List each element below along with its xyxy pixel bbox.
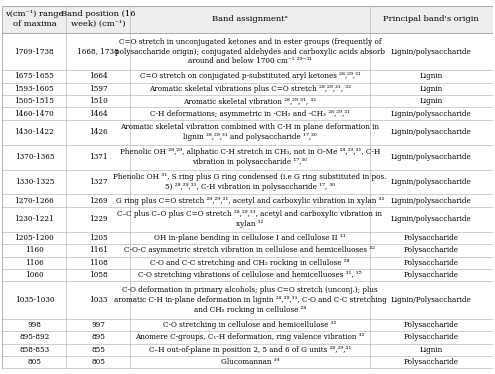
Text: 1327: 1327	[89, 178, 107, 186]
Text: v(cm⁻¹) range
of maxima: v(cm⁻¹) range of maxima	[5, 10, 63, 28]
Text: C=O stretch on conjugated p-substituted aryl ketones ²⁸,²⁹,³¹: C=O stretch on conjugated p-substituted …	[140, 73, 360, 80]
Text: C-O-C asymmetric stretch vibration in cellulose and hemicelluoses ³²: C-O-C asymmetric stretch vibration in ce…	[124, 246, 375, 254]
Text: Polysaccharide: Polysaccharide	[404, 271, 459, 279]
Text: 1664: 1664	[89, 73, 107, 80]
Text: 858-853: 858-853	[19, 346, 50, 354]
Text: 1058: 1058	[89, 271, 107, 279]
Text: C-H deformations; asymmetric in -CH₂ and -CH₃ ²⁸,²⁹,³¹: C-H deformations; asymmetric in -CH₂ and…	[150, 110, 350, 118]
Text: Glucomannan ³⁴: Glucomannan ³⁴	[221, 358, 279, 366]
Text: Lignin/polysaccharide: Lignin/polysaccharide	[391, 128, 472, 137]
Text: 1505-1515: 1505-1515	[14, 97, 54, 105]
Text: 1330-1325: 1330-1325	[15, 178, 54, 186]
Text: 1229: 1229	[89, 215, 107, 223]
Text: 1205-1200: 1205-1200	[14, 234, 54, 242]
Text: 1460-1470: 1460-1470	[14, 110, 54, 118]
Text: 1160: 1160	[25, 246, 44, 254]
Text: 805: 805	[91, 358, 105, 366]
Text: 1161: 1161	[89, 246, 107, 254]
Text: Principal band's origin: Principal band's origin	[384, 15, 479, 23]
Text: 1430-1422: 1430-1422	[14, 128, 54, 137]
Text: 1106: 1106	[25, 259, 44, 267]
Text: Lignin: Lignin	[420, 97, 443, 105]
Text: Polysaccharide: Polysaccharide	[404, 246, 459, 254]
Text: 1675-1655: 1675-1655	[14, 73, 54, 80]
Text: Lignin: Lignin	[420, 85, 443, 93]
Text: Lignin/polysaccharide: Lignin/polysaccharide	[391, 110, 472, 118]
Text: 1269: 1269	[89, 197, 107, 205]
Text: Anomere C-groups, C₁-H deformation, ring valence vibration ³²: Anomere C-groups, C₁-H deformation, ring…	[135, 333, 365, 341]
Text: 1510: 1510	[89, 97, 107, 105]
Text: 1270-1266: 1270-1266	[14, 197, 54, 205]
Text: Phenolic OH ³¹, S ring plus G ring condensed (i.e G ring substituted in pos.
5) : Phenolic OH ³¹, S ring plus G ring conde…	[113, 173, 387, 191]
Text: Band position (16
week) (cm⁻¹): Band position (16 week) (cm⁻¹)	[61, 10, 135, 28]
Text: Phenolic OH ²⁸,²⁹, aliphatic C-H stretch in CH₃, not in O-Me ²⁸,²⁹,³¹, C-H
vibra: Phenolic OH ²⁸,²⁹, aliphatic C-H stretch…	[120, 148, 380, 166]
Text: 1668, 1738: 1668, 1738	[77, 47, 119, 56]
Text: C-O stretching vibrations of cellulose and hemicelluoses ³¹, ³⁵: C-O stretching vibrations of cellulose a…	[138, 271, 362, 279]
Text: 895: 895	[91, 333, 105, 341]
Text: 895-892: 895-892	[19, 333, 50, 341]
Text: OH in-plane bending in cellulose I and cellulose II ³¹: OH in-plane bending in cellulose I and c…	[154, 234, 346, 242]
Text: 1035-1030: 1035-1030	[14, 296, 54, 304]
Text: Lignin/polysaccharide: Lignin/polysaccharide	[391, 153, 472, 161]
Text: G ring plus C=O stretch ²⁸,²⁹,³¹, acetyl and carboxylic vibration in xylan ³²: G ring plus C=O stretch ²⁸,²⁹,³¹, acetyl…	[116, 197, 384, 205]
Text: 1370-1365: 1370-1365	[14, 153, 54, 161]
Text: 1593-1605: 1593-1605	[14, 85, 54, 93]
Text: 1371: 1371	[89, 153, 107, 161]
Text: C=O stretch in unconjugated ketones and in ester groups (frequently of
polysacch: C=O stretch in unconjugated ketones and …	[115, 38, 385, 65]
Text: 1205: 1205	[89, 234, 107, 242]
Text: Aromatic skeletal vibration combined with C-H in plane deformation in
lignin ²⁸,: Aromatic skeletal vibration combined wit…	[120, 123, 380, 141]
Text: 998: 998	[27, 321, 41, 329]
Text: Lignin/polysaccharide: Lignin/polysaccharide	[391, 178, 472, 186]
Text: 1108: 1108	[89, 259, 107, 267]
Text: 1597: 1597	[89, 85, 107, 93]
Text: Lignin: Lignin	[420, 346, 443, 354]
Text: 997: 997	[91, 321, 105, 329]
Text: C–C plus C–O plus C=O stretch ²⁸,²⁹,³¹, acetyl and carboxylic vibration in
xylan: C–C plus C–O plus C=O stretch ²⁸,²⁹,³¹, …	[117, 211, 383, 228]
Text: Polysaccharide: Polysaccharide	[404, 259, 459, 267]
Text: 1060: 1060	[25, 271, 44, 279]
Text: Lignin/polysaccharide: Lignin/polysaccharide	[391, 47, 472, 56]
Text: Polysaccharide: Polysaccharide	[404, 333, 459, 341]
Text: C-O stretching in cellulose and hemicellulose ³²: C-O stretching in cellulose and hemicell…	[163, 321, 337, 329]
Text: Polysaccharide: Polysaccharide	[404, 321, 459, 329]
Text: 1709-1738: 1709-1738	[14, 47, 54, 56]
Text: Lignin/polysaccharide: Lignin/polysaccharide	[391, 197, 472, 205]
Text: 855: 855	[91, 346, 105, 354]
Text: Lignin/Polysaccharide: Lignin/Polysaccharide	[391, 296, 472, 304]
Text: Lignin: Lignin	[420, 73, 443, 80]
Text: 1426: 1426	[89, 128, 107, 137]
Text: Lignin/polysaccharide: Lignin/polysaccharide	[391, 215, 472, 223]
Text: C-O deformation in primary alcohols; plus C=O stretch (unconj.); plus
aromatic C: C-O deformation in primary alcohols; plu…	[113, 286, 387, 314]
Text: Aromatic skeletal vibrations plus C=O stretch ²⁸,²⁹,³¹, ³²: Aromatic skeletal vibrations plus C=O st…	[149, 85, 351, 93]
Text: Band assignmentᵃ: Band assignmentᵃ	[212, 15, 288, 23]
Text: 1464: 1464	[89, 110, 107, 118]
Text: Polysaccharide: Polysaccharide	[404, 358, 459, 366]
Text: 1230-1221: 1230-1221	[14, 215, 54, 223]
Text: Polysaccharide: Polysaccharide	[404, 234, 459, 242]
Text: Aromatic skeletal vibration ²⁸,²⁹,³¹, ³²: Aromatic skeletal vibration ²⁸,²⁹,³¹, ³²	[183, 97, 316, 105]
Text: C-O and C-C stretching and CH₂ rocking in cellulose ²⁸: C-O and C-C stretching and CH₂ rocking i…	[150, 259, 349, 267]
Text: C–H out-of-plane in position 2, 5 and 6 of G units ²⁸,²⁹,³¹: C–H out-of-plane in position 2, 5 and 6 …	[149, 346, 351, 354]
Bar	[2, 6, 493, 33]
Text: 1033: 1033	[89, 296, 107, 304]
Text: 805: 805	[27, 358, 41, 366]
